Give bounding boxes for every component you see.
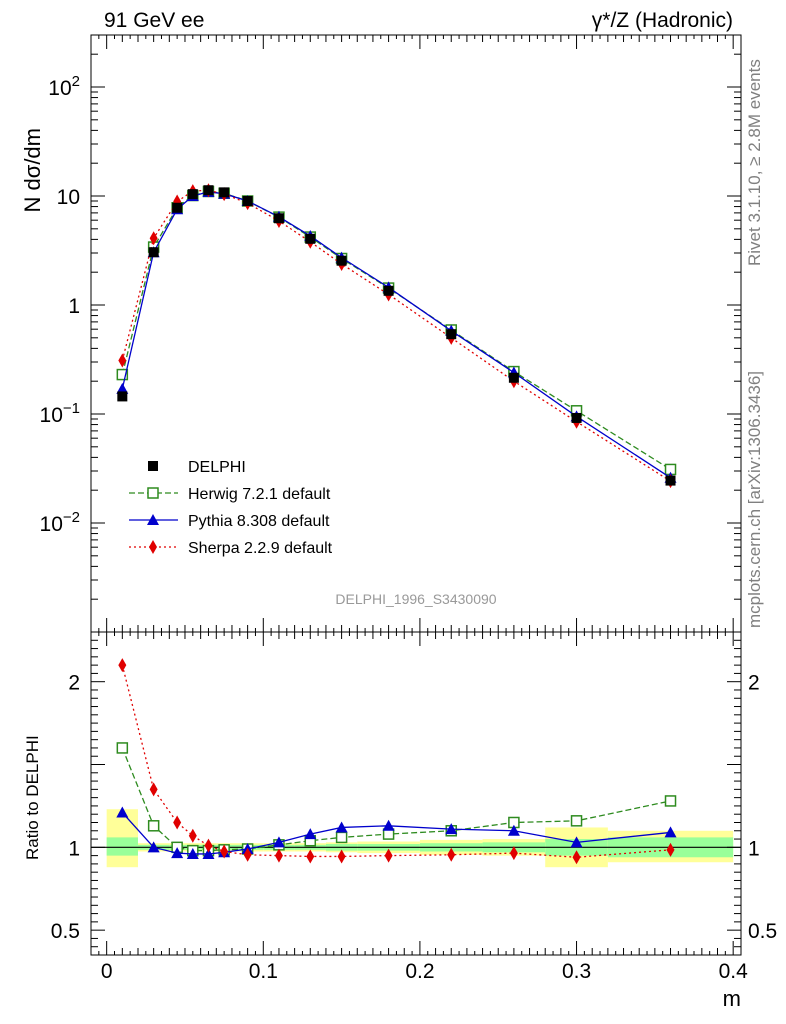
ratio-point-pythia (116, 806, 129, 818)
y-tick-label: 10 (57, 186, 80, 209)
ratio-point-herwig (664, 795, 677, 807)
ratio-point-sherpa (220, 844, 229, 859)
legend: DELPHI Herwig 7.2.1 default Pythia 8.308 d… (129, 459, 333, 557)
x-axis-label: m (723, 986, 741, 1011)
ratio-point-sherpa (118, 658, 127, 673)
ratio-y-axis-label: Ratio to DELPHI (23, 735, 42, 860)
ratio-point-sherpa (337, 849, 346, 864)
ratio-y-tick-label: 0.5 (51, 920, 80, 943)
data-point-delphi (508, 372, 519, 383)
data-point-delphi (117, 391, 128, 402)
ratio-point-pythia (507, 824, 520, 836)
ratio-point-sherpa (447, 847, 456, 862)
series-line-sherpa (121, 189, 671, 482)
ratio-series-sherpa (118, 658, 675, 865)
ratio-y-tick-label-right: 2 (748, 672, 760, 695)
legend-label-herwig: Herwig 7.2.1 default (188, 486, 331, 503)
legend-marker-herwig (147, 487, 159, 499)
ratio-bands (106, 809, 734, 868)
data-point-sherpa (149, 231, 158, 246)
data-point-delphi (172, 202, 183, 213)
ratio-point-sherpa (666, 842, 675, 857)
ratio-point-pythia (272, 836, 285, 848)
ratio-y-tick-label: 1 (68, 837, 80, 860)
data-point-delphi (148, 247, 159, 258)
ratio-point-sherpa (572, 850, 581, 865)
y-tick-label: 10−2 (40, 509, 80, 536)
legend-marker-sherpa (149, 540, 157, 554)
data-point-delphi (219, 187, 230, 198)
data-point-delphi (305, 233, 316, 244)
ratio-point-pythia (304, 828, 317, 840)
x-tick-label: 0.1 (249, 960, 278, 983)
x-tick-label: 0.3 (562, 960, 591, 983)
process-label: γ*/Z (Hadronic) (592, 9, 733, 32)
ratio-point-herwig (335, 831, 348, 844)
ratio-plot-frame (90, 631, 742, 956)
ratio-point-sherpa (306, 849, 315, 864)
legend-marker-pythia (147, 514, 159, 525)
series-delphi (117, 185, 676, 486)
mcplots-label: mcplots.cern.ch [arXiv:1306.3436] (745, 371, 764, 628)
data-point-delphi (187, 189, 198, 200)
data-point-delphi (242, 195, 253, 206)
ratio-y-tick-label-right: 1 (748, 837, 760, 860)
ratio-point-pythia (171, 847, 184, 859)
legend-marker-delphi (148, 461, 158, 471)
series-herwig (116, 185, 677, 476)
ratio-point-sherpa (243, 847, 252, 862)
data-point-delphi (203, 185, 214, 196)
data-point-delphi (571, 412, 582, 423)
ratio-point-pythia (445, 823, 458, 835)
ratio-point-sherpa (149, 782, 158, 797)
series-pythia (116, 185, 677, 483)
x-tick-label: 0 (101, 960, 113, 983)
axis-ticks (90, 34, 741, 955)
series-line-pythia (121, 191, 671, 479)
ratio-point-pythia (664, 826, 677, 838)
ratio-point-sherpa (204, 838, 213, 853)
series-sherpa (118, 183, 675, 489)
ratio-y-tick-label: 2 (68, 672, 80, 695)
ratio-point-pythia (570, 836, 583, 848)
data-point-pythia (116, 382, 129, 394)
legend-label-pythia: Pythia 8.308 default (188, 513, 330, 530)
ratio-line-sherpa (121, 664, 671, 858)
x-tick-label: 0.2 (405, 960, 434, 983)
ratio-point-sherpa (188, 828, 197, 843)
ratio-point-pythia (335, 821, 348, 833)
ratio-point-sherpa (509, 846, 518, 861)
y-tick-label: 1 (68, 295, 80, 318)
y-tick-label: 10−1 (40, 400, 80, 427)
ratio-point-sherpa (173, 815, 182, 830)
series-line-herwig (121, 190, 671, 470)
rivet-version-label: Rivet 3.1.10, ≥ 2.8M events (745, 59, 764, 266)
analysis-label: DELPHI_1996_S3430090 (335, 591, 496, 607)
data-point-delphi (446, 329, 457, 340)
ratio-y-tick-label-right: 0.5 (748, 920, 777, 943)
data-point-delphi (273, 213, 284, 224)
ratio-point-pythia (147, 841, 160, 853)
data-point-delphi (665, 475, 676, 486)
data-point-delphi (336, 255, 347, 266)
ratio-point-pythia (382, 819, 395, 831)
data-point-herwig (116, 368, 129, 381)
ratio-point-herwig (570, 815, 583, 827)
y-tick-label: 102 (48, 73, 80, 100)
energy-label: 91 GeV ee (104, 9, 204, 32)
ratio-point-sherpa (274, 848, 283, 863)
data-point-sherpa (118, 353, 127, 368)
ratio-point-pythia (186, 847, 199, 859)
x-tick-label: 0.4 (719, 960, 749, 983)
ratio-point-herwig (147, 820, 160, 832)
ratio-point-sherpa (384, 848, 393, 863)
legend-label-sherpa: Sherpa 2.2.9 default (188, 540, 333, 557)
data-point-delphi (383, 285, 394, 296)
ratio-point-pythia (202, 847, 215, 859)
ratio-band-inner (106, 837, 138, 856)
ratio-point-herwig (116, 742, 129, 754)
y-axis-label: N dσ/dm (20, 128, 45, 213)
legend-label-delphi: DELPHI (188, 459, 246, 476)
